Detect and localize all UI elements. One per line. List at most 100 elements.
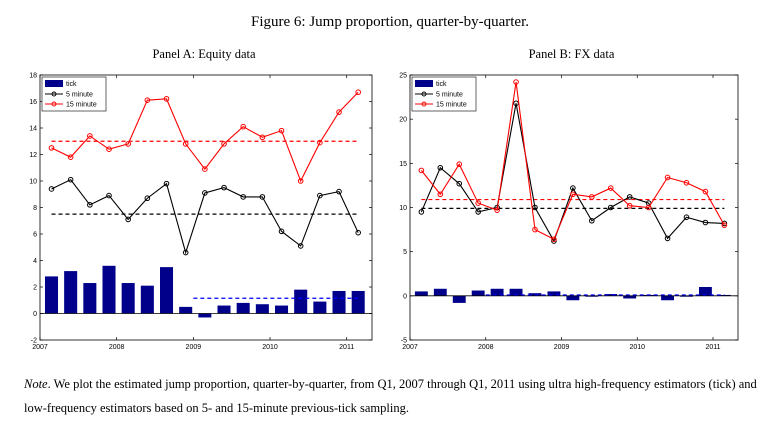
panel-a-five-minute-point — [87, 202, 93, 208]
panel-b-fifteen-minute-point — [683, 179, 690, 186]
panel-b-chart: -5 0 5 10 15 20 25 2007 2008 2009 2010 2011 tick 5 mi… — [399, 73, 739, 351]
panel-b-tick-bar — [452, 295, 466, 303]
panel-a-ytick-label: 18 — [29, 73, 37, 80]
panel-b-legend-fifteen-label: 15 minute — [436, 102, 467, 109]
panel-b-xtick-label: 2009 — [554, 344, 570, 351]
panel-a-five-minute-point — [259, 194, 266, 200]
panel-b-xtick-label: 2008 — [478, 344, 494, 351]
panel-b-five-minute-point — [570, 185, 576, 191]
panel-a-five-minute-line — [51, 178, 359, 255]
panel-b-five-minute-point — [456, 180, 463, 187]
panel-b-fifteen-minute-point — [551, 236, 557, 243]
panel-a-five-minute-point — [221, 184, 227, 191]
panel-a-legend-tick-swatch — [45, 80, 63, 87]
panel-b-tick-bar — [623, 295, 637, 299]
panel-b-fifteen-minute-point — [418, 167, 425, 174]
panel-b-fifteen-minute-point — [437, 191, 444, 198]
panel-a-tick-bar — [351, 290, 365, 314]
panel-a-five-minute-point — [106, 192, 112, 199]
panel-b-xtick-label: 2007 — [402, 344, 418, 351]
panel-a-chart: -2 0 2 4 6 8 10 12 14 16 18 2007 2008 2009 2010 2011 tic… — [29, 73, 373, 351]
panel-b-xtick-label: 2011 — [705, 344, 720, 351]
panel-b-ytick-label: 25 — [399, 73, 407, 80]
panel-b-five-minute-point — [702, 219, 709, 226]
panel-b-five-minute-point — [437, 164, 444, 171]
panel-a-legend-five-marker — [51, 91, 57, 97]
panel-a-tick-bar — [236, 302, 250, 314]
panel-b-fifteen-minute-point — [494, 207, 500, 213]
panel-b-fifteen-minute-point — [532, 226, 538, 233]
panel-b-fifteen-minute-point — [626, 202, 633, 209]
panel-a-xtick-label: 2011 — [339, 344, 354, 351]
figure-title: Figure 6: Jump proportion, quarter-by-qu… — [251, 14, 529, 30]
note-label: Note — [24, 377, 48, 391]
panel-a-five-minute-point — [48, 186, 55, 192]
panel-a-fifteen-minute-line — [51, 91, 359, 183]
panel-b-five-minute-point — [664, 235, 671, 242]
panel-a-tick-bar — [179, 306, 193, 314]
panel-a-tick-bar — [198, 313, 212, 318]
panel-b-fifteen-minute-point — [702, 188, 709, 195]
panel-a-fifteen-minute-point — [48, 145, 55, 151]
panel-a-tick-bar — [159, 267, 174, 314]
panel-a-fifteen-minute-point — [144, 97, 151, 103]
panel-b-tick-bar — [490, 288, 504, 296]
panel-a-legend-fifteen-marker — [51, 101, 57, 107]
panel-a-xtick-label: 2009 — [186, 344, 202, 351]
panel-a-legend-tick-label: tick — [66, 81, 77, 88]
panel-a-tick-bar — [255, 304, 269, 314]
panel-b-tick-bar — [471, 290, 485, 296]
panel-a-fifteen-minute-point — [67, 154, 74, 160]
panel-a-five-minute-point — [355, 229, 361, 236]
panel-a-tick-bar — [217, 305, 231, 314]
panel-b-fifteen-minute-point — [570, 191, 576, 198]
panel-a-ytick-label: 4 — [33, 258, 37, 265]
panel-a-fifteen-minute-point — [221, 141, 227, 147]
panel-a-ytick-label: 16 — [29, 99, 37, 106]
panel-b-ytick-label: -5 — [401, 338, 407, 345]
panel-a-tick-bar — [294, 289, 308, 314]
panel-b-tick-bar — [698, 287, 712, 296]
panel-a-ytick-label: 8 — [33, 205, 37, 212]
panel-b-legend-five-label: 5 minute — [436, 92, 463, 99]
panel-a-fifteen-minute-point — [297, 178, 304, 184]
panel-a-fifteen-minute-point — [182, 141, 189, 147]
panel-a-five-minute-point — [297, 243, 304, 249]
panel-a-tick-bar — [332, 290, 346, 314]
panel-a-tick-bar — [102, 265, 116, 314]
panel-b-ytick-label: 15 — [399, 161, 407, 168]
panel-b-ytick-label: 10 — [399, 205, 407, 212]
panel-a-five-minute-point — [163, 180, 170, 187]
panel-a-ytick-label: 2 — [33, 285, 37, 292]
panel-b-fifteen-minute-point — [645, 204, 652, 211]
panel-b-five-minute-point — [418, 209, 425, 215]
panel-a-tick-bar — [313, 301, 327, 314]
panel-a-fifteen-minute-point — [317, 139, 323, 146]
panel-a-ytick-label: 0 — [33, 311, 37, 318]
panel-a-tick-bar — [121, 283, 135, 314]
panel-a-tick-bar — [64, 271, 78, 314]
panel-a-five-minute-point — [278, 228, 285, 235]
panel-a-fifteen-minute-point — [278, 127, 285, 134]
panel-a-xtick-label: 2008 — [109, 344, 125, 351]
panel-a-five-minute-point — [182, 249, 189, 256]
panel-a-five-minute-point — [202, 190, 208, 196]
panel-b-xtick-label: 2010 — [629, 344, 645, 351]
figure-note: Note. We plot the estimated jump proport… — [24, 372, 764, 420]
panel-a-five-minute-point — [67, 176, 74, 183]
panel-b-tick-bar — [509, 288, 523, 296]
panel-b-tick-bar — [547, 291, 561, 296]
panel-b-title: Panel B: FX data — [528, 47, 615, 61]
panel-a-five-minute-point — [240, 194, 246, 200]
panel-a-five-minute-point — [125, 216, 131, 223]
panel-a-fifteen-minute-point — [336, 109, 342, 115]
panel-a-ytick-label: 14 — [29, 126, 37, 133]
note-text: . We plot the estimated jump proportion,… — [24, 377, 757, 415]
panel-a-ytick-label: 6 — [33, 232, 37, 239]
panel-b-tick-bar — [414, 291, 428, 296]
panel-a-fifteen-minute-point — [125, 141, 131, 147]
panel-b-legend-fifteen-marker — [421, 101, 427, 107]
panel-a-tick-bar — [140, 285, 154, 314]
panel-b-five-minute-line — [420, 103, 725, 243]
panel-a-fifteen-minute-point — [355, 89, 361, 96]
